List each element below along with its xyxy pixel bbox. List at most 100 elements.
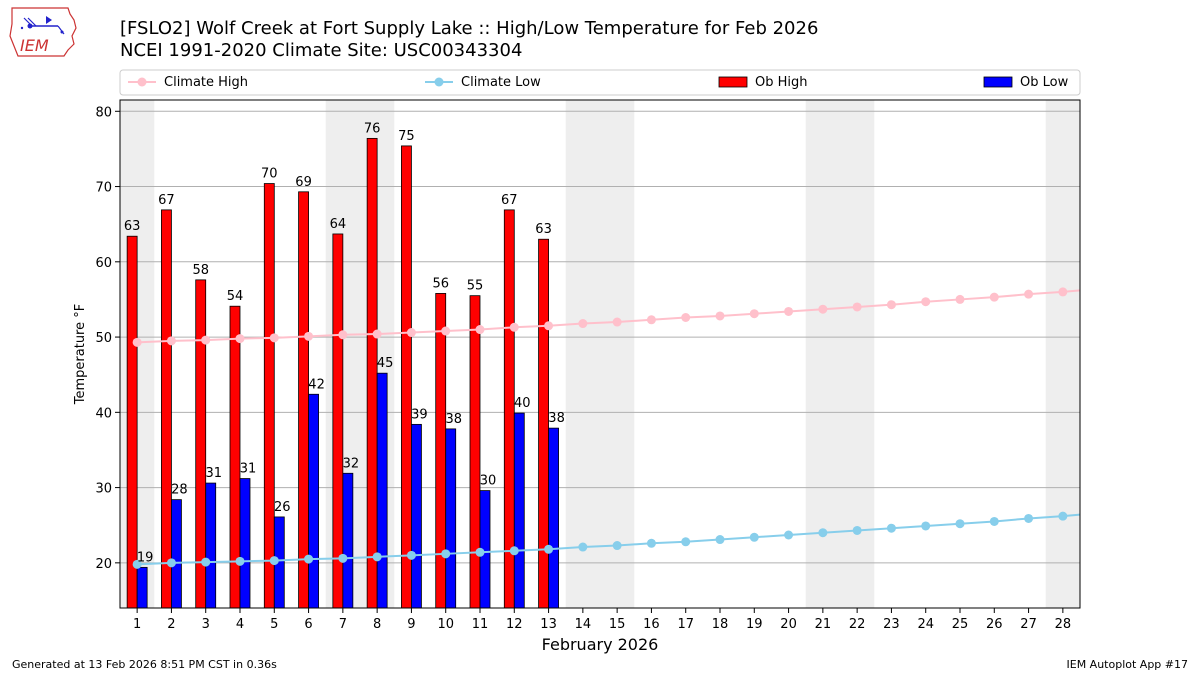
ob-low-label: 31 [240, 462, 257, 477]
ob-low-bar [411, 423, 422, 609]
climate-low-point [201, 557, 211, 567]
climate-high-point [749, 309, 759, 319]
y-tick-label: 30 [95, 482, 112, 497]
y-tick-label: 50 [95, 331, 112, 346]
weekend-band [1045, 100, 1080, 608]
ob-low-bar [376, 372, 388, 609]
ob-low-label: 40 [514, 396, 531, 411]
ob-high-bar [469, 295, 481, 609]
ob-low-bar [513, 412, 525, 609]
climate-high-point [441, 326, 451, 336]
weekend-band [565, 100, 600, 608]
legend-label: Ob Low [1020, 75, 1069, 90]
ob-low-label: 19 [137, 550, 154, 565]
x-tick-label: 21 [815, 617, 832, 632]
ob-low-bar [308, 393, 319, 609]
x-tick-label: 11 [472, 617, 489, 632]
ob-high-label: 67 [158, 193, 175, 208]
legend-marker [137, 77, 147, 87]
x-tick-label: 27 [1020, 617, 1037, 632]
legend-swatch [983, 76, 1013, 88]
ob-high-bar [332, 233, 344, 609]
y-tick-label: 20 [95, 557, 112, 572]
ob-high-label: 69 [295, 175, 312, 190]
x-tick-label: 23 [883, 617, 900, 632]
climate-high-point [201, 335, 211, 345]
climate-high-point [269, 333, 279, 343]
climate-low-point [646, 538, 656, 548]
climate-low-point [166, 558, 176, 568]
climate-high-point [166, 336, 176, 346]
climate-low-point [269, 556, 279, 566]
ob-low-bar [136, 566, 148, 609]
x-tick-label: 18 [712, 617, 729, 632]
ob-high-label: 75 [398, 129, 415, 144]
climate-low-point [132, 559, 142, 569]
climate-high-point [1058, 287, 1068, 297]
climate-high-point [475, 325, 485, 335]
y-tick-label: 80 [95, 105, 112, 120]
climate-low-point [544, 544, 554, 554]
ob-low-bar [205, 482, 217, 609]
ob-high-bar [401, 145, 412, 609]
ob-low-label: 45 [377, 356, 394, 371]
climate-low-point [578, 542, 588, 552]
x-tick-label: 5 [270, 617, 278, 632]
y-tick-label: 40 [95, 406, 112, 421]
ob-high-bar [298, 191, 309, 609]
ob-low-bar [445, 428, 457, 609]
iem-logo: IEM [8, 6, 80, 58]
x-tick-label: 20 [780, 617, 797, 632]
ob-high-bar [263, 183, 275, 609]
ob-high-label: 56 [432, 276, 449, 291]
ob-high-label: 64 [330, 217, 347, 232]
ob-high-bar [366, 137, 378, 609]
y-tick-label: 60 [95, 256, 112, 271]
x-tick-label: 28 [1055, 617, 1072, 632]
climate-low-point [338, 553, 348, 563]
x-axis-label: February 2026 [542, 635, 659, 654]
app-footer: IEM Autoplot App #17 [1066, 658, 1189, 671]
x-tick-label: 8 [373, 617, 381, 632]
ob-high-label: 76 [364, 121, 381, 136]
legend-label: Climate Low [461, 75, 541, 90]
x-tick-label: 15 [609, 617, 626, 632]
climate-high-point [681, 312, 691, 322]
ob-high-bar [126, 235, 138, 609]
ob-high-bar [161, 209, 172, 609]
climate-low-point [784, 530, 794, 540]
x-tick-label: 13 [540, 617, 557, 632]
climate-high-point [578, 319, 588, 329]
climate-high-point [715, 311, 725, 321]
climate-low-point [372, 552, 382, 562]
climate-low-point [441, 549, 451, 559]
climate-high-point [784, 306, 794, 316]
climate-low-point [715, 535, 725, 545]
x-tick-label: 7 [339, 617, 347, 632]
ob-low-label: 32 [343, 456, 360, 471]
climate-low-point [1058, 511, 1068, 521]
climate-high-point [818, 304, 828, 314]
ob-low-bar [548, 427, 559, 609]
plot-frame [119, 99, 1081, 609]
climate-low-point [406, 550, 416, 560]
ob-low-label: 38 [548, 411, 565, 426]
climate-high-point [509, 322, 519, 332]
ob-low-label: 42 [308, 377, 325, 392]
climate-high-point [955, 294, 965, 304]
x-tick-label: 22 [849, 617, 866, 632]
ob-low-bar [171, 499, 182, 609]
ob-low-bar [239, 478, 251, 609]
climate-high-point [544, 321, 554, 331]
climate-high-point [406, 328, 416, 338]
weekend-band [840, 100, 875, 608]
climate-low-point [235, 556, 245, 566]
climate-low-point [886, 523, 896, 533]
climate-low-point [955, 519, 965, 529]
x-tick-label: 26 [986, 617, 1003, 632]
chart-subtitle: NCEI 1991-2020 Climate Site: USC00343304 [120, 40, 523, 61]
legend-box [119, 69, 1081, 96]
climate-high-point [304, 331, 314, 341]
ob-high-label: 63 [535, 222, 552, 237]
